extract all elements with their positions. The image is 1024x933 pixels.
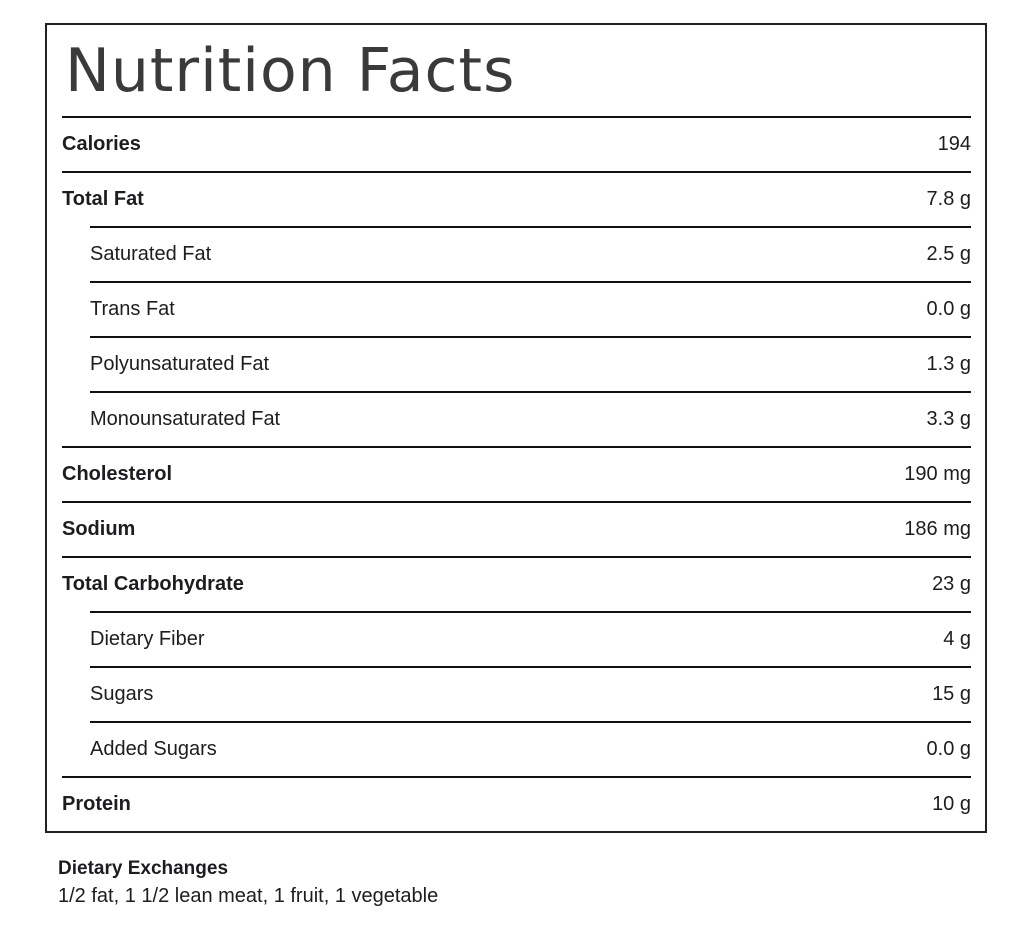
nutrition-value: 23 g	[932, 573, 971, 596]
nutrition-row-monounsaturated-fat: Monounsaturated Fat 3.3 g	[90, 391, 971, 446]
nutrition-row-dietary-fiber: Dietary Fiber 4 g	[90, 611, 971, 666]
nutrition-row-sugars: Sugars 15 g	[90, 666, 971, 721]
nutrition-label: Cholesterol	[62, 463, 173, 486]
nutrition-row-sodium: Sodium 186 mg	[62, 501, 971, 556]
nutrition-value: 0.0 g	[926, 738, 971, 761]
nutrition-label: Polyunsaturated Fat	[90, 353, 269, 376]
nutrition-value: 4 g	[943, 628, 971, 651]
nutrition-label: Monounsaturated Fat	[90, 408, 281, 431]
dietary-exchanges-section: Dietary Exchanges 1/2 fat, 1 1/2 lean me…	[58, 856, 987, 910]
nutrition-label: Sodium	[62, 518, 136, 541]
nutrition-value: 190 mg	[904, 463, 971, 486]
nutrition-facts-box: Nutrition Facts Calories 194 Total Fat 7…	[45, 23, 987, 834]
dietary-exchanges-text: 1/2 fat, 1 1/2 lean meat, 1 fruit, 1 veg…	[58, 885, 439, 908]
nutrition-label: Added Sugars	[90, 738, 217, 761]
dietary-exchanges-heading: Dietary Exchanges	[58, 858, 229, 880]
nutrition-label: Total Fat	[62, 188, 144, 211]
nutrition-label: Saturated Fat	[90, 243, 212, 266]
nutrition-value: 3.3 g	[926, 408, 971, 431]
nutrition-row-polyunsaturated-fat: Polyunsaturated Fat 1.3 g	[90, 336, 971, 391]
nutrition-value: 2.5 g	[926, 243, 971, 266]
nutrition-row-total-carbohydrate: Total Carbohydrate 23 g	[62, 556, 971, 611]
nutrition-row-saturated-fat: Saturated Fat 2.5 g	[90, 226, 971, 281]
nutrition-row-protein: Protein 10 g	[62, 776, 971, 831]
nutrition-label: Sugars	[90, 683, 154, 706]
nutrition-label: Protein	[62, 793, 131, 816]
nutrition-value: 194	[937, 133, 971, 156]
nutrition-label: Total Carbohydrate	[62, 573, 244, 596]
nutrition-value: 15 g	[932, 683, 971, 706]
nutrition-row-total-fat: Total Fat 7.8 g	[62, 171, 971, 226]
nutrition-value: 7.8 g	[926, 188, 971, 211]
nutrition-value: 0.0 g	[926, 298, 971, 321]
nutrition-value: 10 g	[932, 793, 971, 816]
nutrition-row-calories: Calories 194	[62, 116, 971, 171]
nutrition-label: Dietary Fiber	[90, 628, 205, 651]
nutrition-row-trans-fat: Trans Fat 0.0 g	[90, 281, 971, 336]
nutrition-label: Calories	[62, 133, 141, 156]
nutrition-row-cholesterol: Cholesterol 190 mg	[62, 446, 971, 501]
nutrition-value: 186 mg	[904, 518, 971, 541]
nutrition-label: Trans Fat	[90, 298, 175, 321]
nutrition-value: 1.3 g	[926, 353, 971, 376]
nutrition-row-added-sugars: Added Sugars 0.0 g	[90, 721, 971, 776]
nutrition-facts-title: Nutrition Facts	[65, 36, 516, 106]
